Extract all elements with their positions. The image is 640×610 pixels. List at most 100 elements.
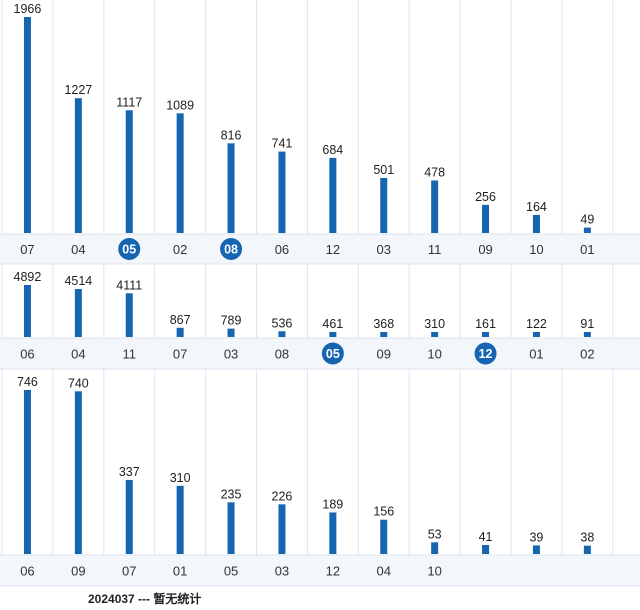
bar [176,113,184,233]
highlight-circle [220,238,243,260]
category-label: 07 [122,564,136,579]
bar [278,331,286,337]
category-label: 09 [478,242,492,257]
category-label: 09 [377,347,391,362]
category-label: 02 [580,347,594,362]
category-label: 07 [173,347,187,362]
value-label: 461 [322,317,343,331]
bar [431,332,439,337]
value-label: 478 [424,165,445,179]
bar [278,151,286,233]
bar [583,227,591,233]
value-label: 740 [68,376,89,390]
value-label: 1227 [64,83,92,97]
bar [380,177,388,233]
bar [278,504,286,554]
value-label: 4514 [64,274,92,288]
bar [176,327,184,337]
value-label: 867 [170,313,191,327]
category-label: 06 [20,347,34,362]
bar [74,289,82,337]
bar [532,214,540,233]
value-label: 1966 [14,2,42,16]
value-label: 235 [221,487,242,501]
value-label: 746 [17,375,38,389]
value-label: 1117 [116,95,142,109]
bar [329,512,337,554]
bar [380,519,388,554]
category-label-highlighted: 12 [479,347,493,361]
category-label: 10 [529,242,543,257]
bar [431,180,439,233]
bar [23,390,31,554]
bar [125,479,133,554]
value-label: 816 [221,128,242,142]
bar [482,204,490,233]
bar [74,391,82,554]
value-label: 49 [580,213,594,227]
value-label: 337 [119,465,140,479]
value-label: 368 [373,317,394,331]
category-label: 09 [71,564,85,579]
bar [532,332,540,337]
category-label: 04 [377,564,391,579]
value-label: 684 [322,143,343,157]
value-label: 4111 [116,278,142,292]
value-label: 39 [529,530,543,544]
value-label: 310 [170,471,191,485]
value-label: 1089 [166,98,194,112]
bar [583,545,591,554]
bar [23,17,31,233]
category-label: 12 [326,242,340,257]
category-label: 10 [427,564,441,579]
bar [125,110,133,233]
bar [125,293,133,337]
category-label: 05 [224,564,238,579]
bar [23,285,31,337]
category-label: 07 [20,242,34,257]
footer-text: 2024037 --- 暂无统计 [88,592,202,606]
category-label: 06 [20,564,34,579]
highlight-circle [474,342,497,365]
category-label-highlighted: 08 [224,243,238,257]
value-label: 156 [373,505,394,519]
category-label: 11 [428,242,442,257]
value-label: 164 [526,200,547,214]
category-label: 04 [71,242,85,257]
bar [227,502,235,554]
category-label: 10 [427,347,441,362]
category-label: 03 [275,564,289,579]
category-label: 01 [580,242,594,257]
bar [227,143,235,233]
bar [74,98,82,234]
bar [227,328,235,337]
category-label: 03 [377,242,391,257]
category-label: 01 [529,347,543,362]
bar [329,157,337,233]
bar [532,545,540,554]
highlight-circle [118,238,141,260]
value-label: 256 [475,190,496,204]
bar [329,332,337,337]
bar [380,332,388,337]
value-label: 122 [526,317,547,331]
value-label: 4892 [14,270,42,284]
category-label: 04 [71,347,85,362]
category-label-highlighted: 05 [326,347,340,361]
value-label: 53 [428,527,442,541]
category-label-highlighted: 05 [122,243,136,257]
bar [482,544,490,554]
category-label: 03 [224,347,238,362]
value-label: 91 [580,317,594,331]
bar [482,332,490,337]
value-label: 789 [221,314,242,328]
highlight-circle [321,342,344,365]
category-band [0,234,640,264]
bar [176,485,184,554]
value-label: 189 [322,497,343,511]
category-band [0,338,640,369]
category-label: 02 [173,242,187,257]
category-label: 11 [123,347,137,362]
value-label: 226 [272,489,293,503]
